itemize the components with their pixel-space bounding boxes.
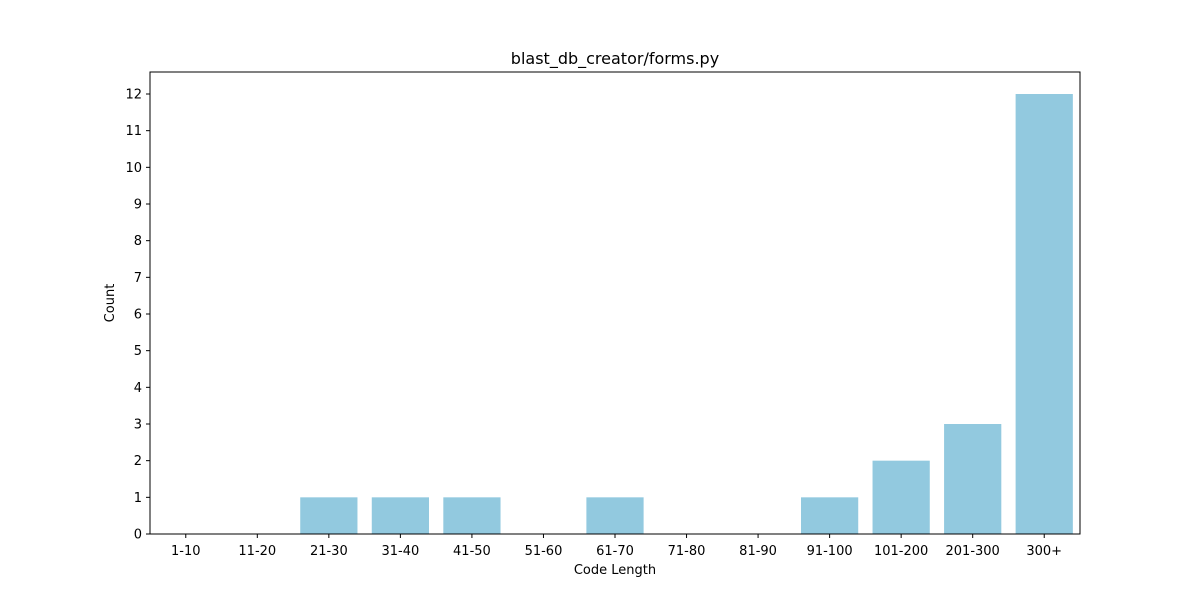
x-tick-label: 1-10 [171,544,201,559]
x-tick-label: 31-40 [381,544,419,559]
y-tick-label: 8 [134,234,142,249]
bar-41-50 [443,497,501,534]
y-axis-label: Count [103,284,118,323]
bar-31-40 [371,497,429,534]
y-tick-label: 9 [134,198,142,213]
x-tick-label: 61-70 [596,544,634,559]
y-tick-label: 2 [134,454,142,469]
y-tick-label: 1 [134,491,142,506]
x-tick-label: 101-200 [874,544,928,559]
x-tick-label: 71-80 [668,544,706,559]
x-tick-label: 41-50 [453,544,491,559]
y-tick-label: 4 [134,381,142,396]
x-tick-label: 11-20 [238,544,276,559]
y-tick-label: 7 [134,271,142,286]
y-tick-label: 0 [134,528,142,543]
y-tick-label: 10 [125,161,142,176]
y-tick-label: 3 [134,418,142,433]
bar-101-200 [872,460,930,534]
x-tick-label: 21-30 [310,544,348,559]
y-tick-label: 5 [134,344,142,359]
bar-61-70 [586,497,644,534]
bars-group [300,94,1073,534]
x-tick-label: 51-60 [525,544,563,559]
chart-title: blast_db_creator/forms.py [511,49,719,69]
bar-300+ [1015,94,1073,534]
x-tick-label: 300+ [1026,544,1062,559]
plot-frame [149,71,1081,535]
y-tick-label: 11 [125,124,142,139]
x-axis-label: Code Length [574,563,656,578]
x-tick-label: 91-100 [807,544,853,559]
bar-91-100 [801,497,859,534]
x-tick-label: 81-90 [739,544,777,559]
y-tick-label: 12 [125,88,142,103]
y-tick-label: 6 [134,308,142,323]
x-tick-label: 201-300 [946,544,1000,559]
x-axis-ticks: 1-10 11-20 21-30 31-40 41-50 51-60 61-70 71-80 8… [171,534,1062,559]
bar-201-300 [944,424,1002,534]
bar-21-30 [300,497,358,534]
